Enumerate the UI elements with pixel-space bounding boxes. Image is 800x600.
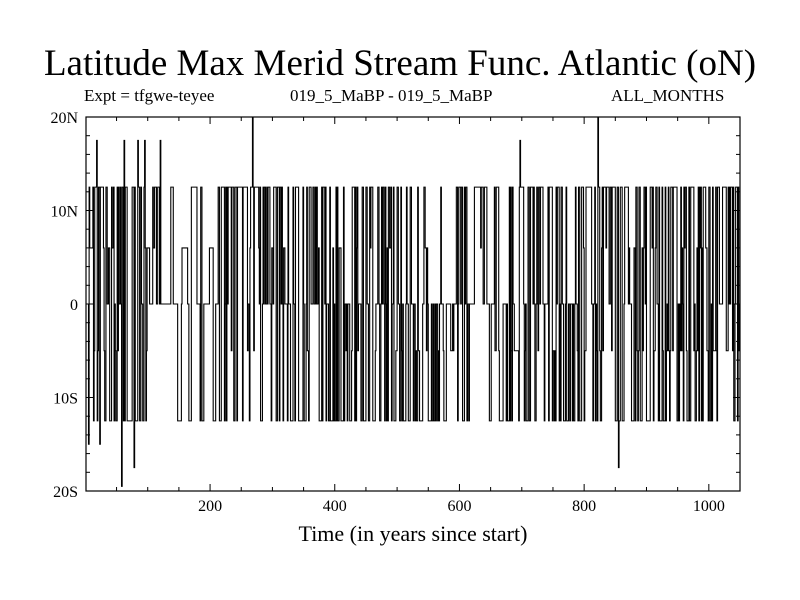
y-tick-label: 10N [50, 204, 78, 221]
x-axis-label: Time (in years since start) [298, 521, 528, 546]
experiment-label: Expt = tfgwe-teyee [84, 86, 215, 105]
series-layer [86, 116, 740, 487]
x-tick-label: 200 [198, 498, 222, 515]
x-tick-label: 600 [447, 498, 471, 515]
y-tick-label: 20S [53, 484, 78, 501]
x-tick-label: 400 [323, 498, 347, 515]
series-line [86, 116, 740, 487]
chart-title: Latitude Max Merid Stream Func. Atlantic… [43, 43, 757, 84]
plot-frame [85, 116, 741, 492]
months-label: ALL_MONTHS [611, 86, 725, 105]
period-label: 019_5_MaBP - 019_5_MaBP [290, 86, 493, 105]
y-tick-label: 20N [50, 110, 78, 127]
ticks-layer: 200 400 600 800 1000 20S 10S 0 10N 20N [50, 110, 740, 515]
y-tick-label: 10S [53, 391, 78, 408]
y-tick-label: 0 [70, 297, 78, 314]
x-tick-label: 1000 [693, 498, 725, 515]
x-tick-label: 800 [572, 498, 596, 515]
